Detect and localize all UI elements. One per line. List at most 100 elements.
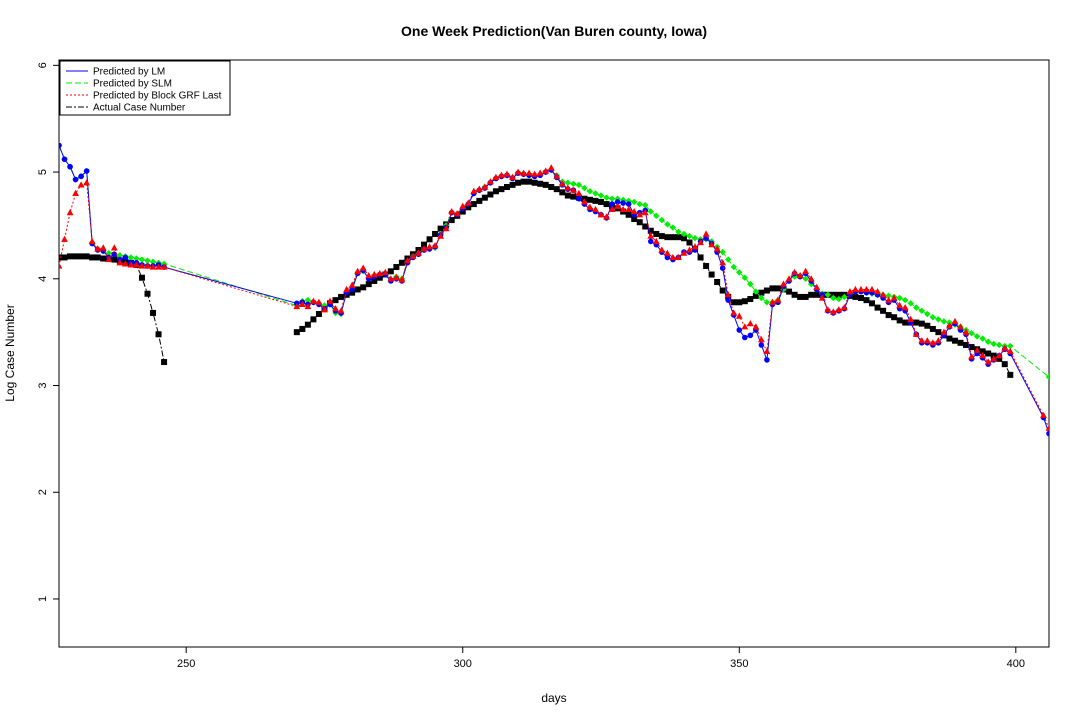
grf-point — [492, 173, 500, 180]
lm-point — [59, 142, 62, 149]
actual-point — [758, 289, 765, 296]
lm-point — [83, 168, 90, 174]
grf-point — [72, 189, 79, 197]
slm-point — [127, 254, 135, 261]
grf-point — [835, 306, 843, 313]
slm-point — [807, 280, 815, 288]
slm-point — [658, 216, 666, 224]
grf-point — [387, 275, 395, 282]
slm-point — [802, 275, 809, 282]
y-tick-label: 2 — [37, 489, 49, 495]
actual-point — [703, 262, 710, 269]
y-axis: 1 2 3 4 5 6 — [37, 62, 59, 602]
actual-point — [741, 298, 748, 305]
grf-point — [686, 246, 693, 253]
slm-point — [741, 274, 749, 281]
lm-point — [742, 334, 748, 341]
grf-point — [348, 281, 356, 288]
actual-point — [360, 284, 367, 291]
actual-point — [598, 198, 605, 205]
grf-point — [813, 283, 821, 290]
grf-point — [575, 189, 583, 197]
slm-point — [830, 294, 837, 302]
grf-point — [509, 173, 516, 180]
slm-point — [304, 296, 312, 304]
lm-point — [78, 173, 84, 180]
slm-point — [144, 257, 151, 264]
grf-point — [1001, 344, 1009, 351]
grf-point — [66, 209, 74, 216]
grf-point — [442, 225, 450, 232]
legend-label-actual: Actual Case Number — [93, 103, 186, 114]
slm-point — [730, 263, 737, 271]
grf-point — [940, 328, 948, 335]
actual-point — [802, 293, 809, 300]
grf-point — [619, 205, 627, 213]
grf-point — [912, 330, 920, 337]
actual-point — [714, 278, 721, 285]
slm-point — [575, 181, 583, 189]
grf-point — [785, 275, 793, 282]
actual-point — [647, 227, 654, 234]
actual-point — [891, 314, 898, 321]
plot-frame — [58, 59, 1050, 648]
grf-point — [807, 275, 815, 282]
lm-point — [736, 327, 743, 333]
grf-point — [680, 249, 688, 256]
slm-point — [913, 304, 920, 311]
actual-point — [315, 311, 322, 318]
grf-point — [702, 230, 710, 237]
grf-point — [498, 171, 505, 178]
actual-point — [503, 184, 510, 191]
grf-point — [868, 285, 876, 293]
grf-point — [802, 267, 810, 274]
grf-point — [901, 304, 909, 311]
grf-point — [59, 262, 63, 269]
slm-point — [918, 307, 925, 315]
slm-point — [885, 292, 892, 300]
slm-point — [138, 256, 146, 263]
grf-point — [614, 202, 622, 209]
slm-point — [907, 300, 914, 307]
actual-point — [935, 329, 942, 336]
grf-point — [923, 337, 931, 344]
grf-point — [343, 285, 350, 293]
grf-point — [409, 252, 417, 259]
grf-point — [503, 170, 511, 177]
grf-point — [957, 323, 964, 330]
y-axis-label: Log Case Number — [3, 304, 17, 401]
grf-point — [791, 268, 798, 275]
y-tick-label: 6 — [37, 62, 49, 68]
grf-point — [758, 336, 765, 343]
grf-point — [1006, 347, 1014, 354]
slm-point — [940, 318, 948, 325]
actual-point — [603, 201, 610, 208]
slm-point — [990, 340, 997, 348]
lm-point — [747, 332, 754, 339]
x-tick-label: 350 — [730, 658, 748, 670]
actual-point — [61, 254, 68, 261]
actual-point — [957, 339, 964, 346]
actual-point — [963, 341, 970, 348]
actual-point — [979, 348, 986, 355]
grf-point — [592, 205, 599, 213]
actual-point — [929, 325, 936, 332]
grf-point — [376, 269, 384, 277]
grf-point — [824, 306, 832, 313]
grf-point — [359, 264, 367, 271]
actual-point — [708, 271, 715, 278]
legend-box — [59, 60, 231, 116]
actual-point — [769, 285, 776, 292]
actual-point — [880, 307, 887, 314]
actual-point — [1001, 361, 1008, 368]
grf-point — [735, 312, 743, 319]
lm-point — [719, 265, 726, 271]
grf-point — [796, 271, 804, 279]
actual-point — [426, 236, 433, 243]
grf-point — [398, 276, 406, 283]
lm-point — [1046, 430, 1049, 437]
slm-point — [149, 258, 157, 265]
lm-point — [122, 254, 129, 261]
actual-point — [138, 274, 145, 281]
